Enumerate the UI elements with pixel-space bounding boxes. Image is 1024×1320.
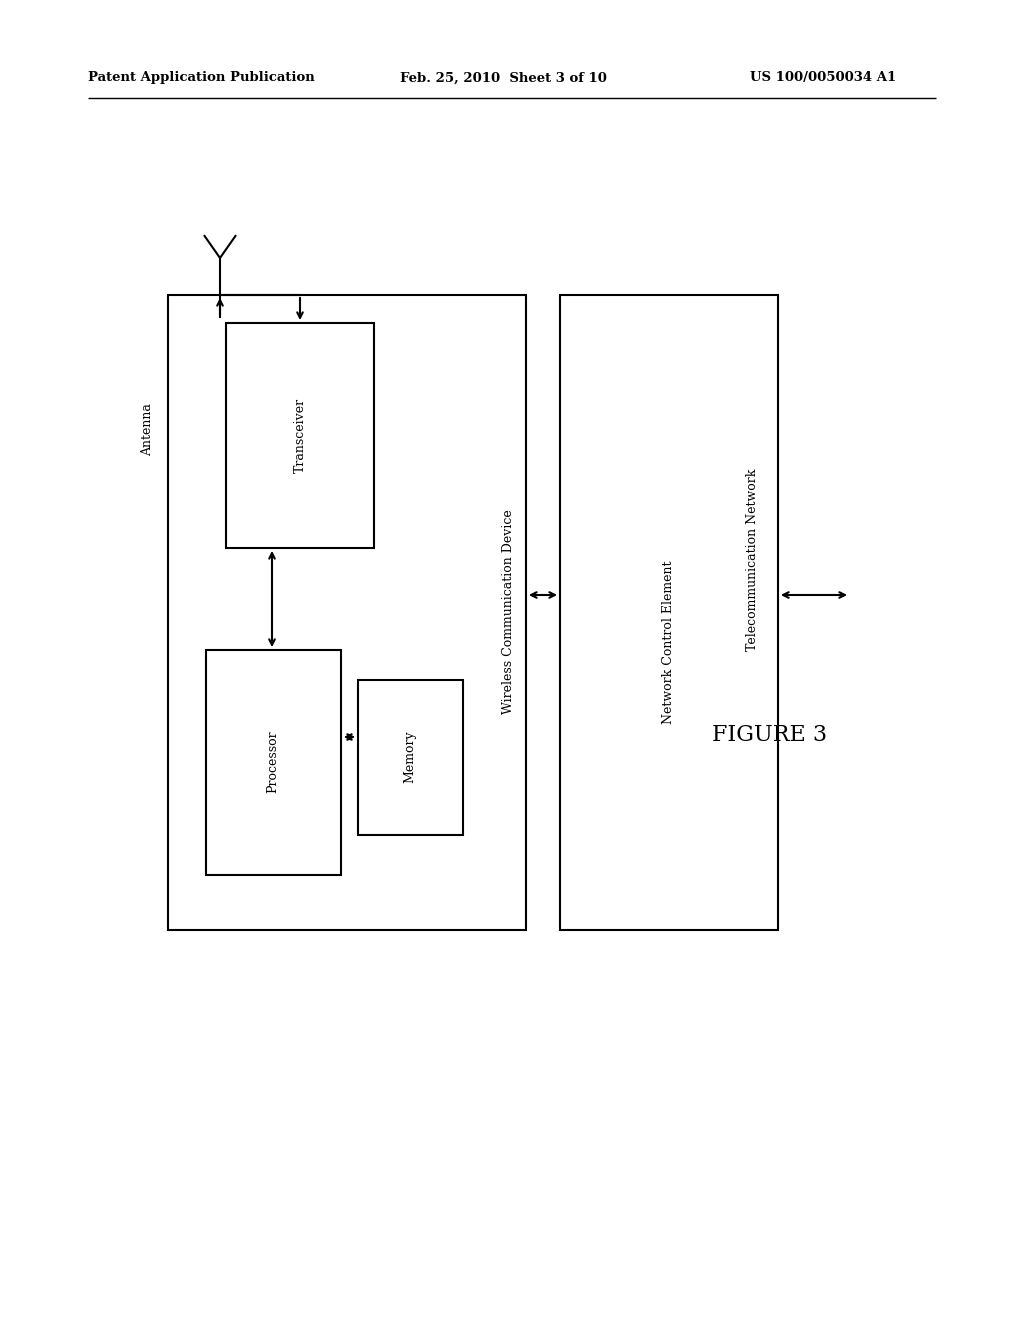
Bar [560,294,778,931]
Text: Feb. 25, 2010  Sheet 3 of 10: Feb. 25, 2010 Sheet 3 of 10 [400,71,607,84]
Bar [206,649,341,875]
Text: Processor: Processor [266,731,280,793]
Text: Memory: Memory [403,731,417,783]
Text: Network Control Element: Network Control Element [663,560,676,723]
Text: Transceiver: Transceiver [294,397,306,473]
Text: FIGURE 3: FIGURE 3 [713,723,827,746]
Text: Patent Application Publication: Patent Application Publication [88,71,314,84]
Text: US 100/0050034 A1: US 100/0050034 A1 [750,71,896,84]
Text: Wireless Communication Device: Wireless Communication Device [502,510,514,714]
Text: Antenna: Antenna [141,404,155,457]
Bar [168,294,526,931]
Bar [358,680,463,836]
Bar [226,323,374,548]
Text: Telecommunication Network: Telecommunication Network [745,469,759,651]
